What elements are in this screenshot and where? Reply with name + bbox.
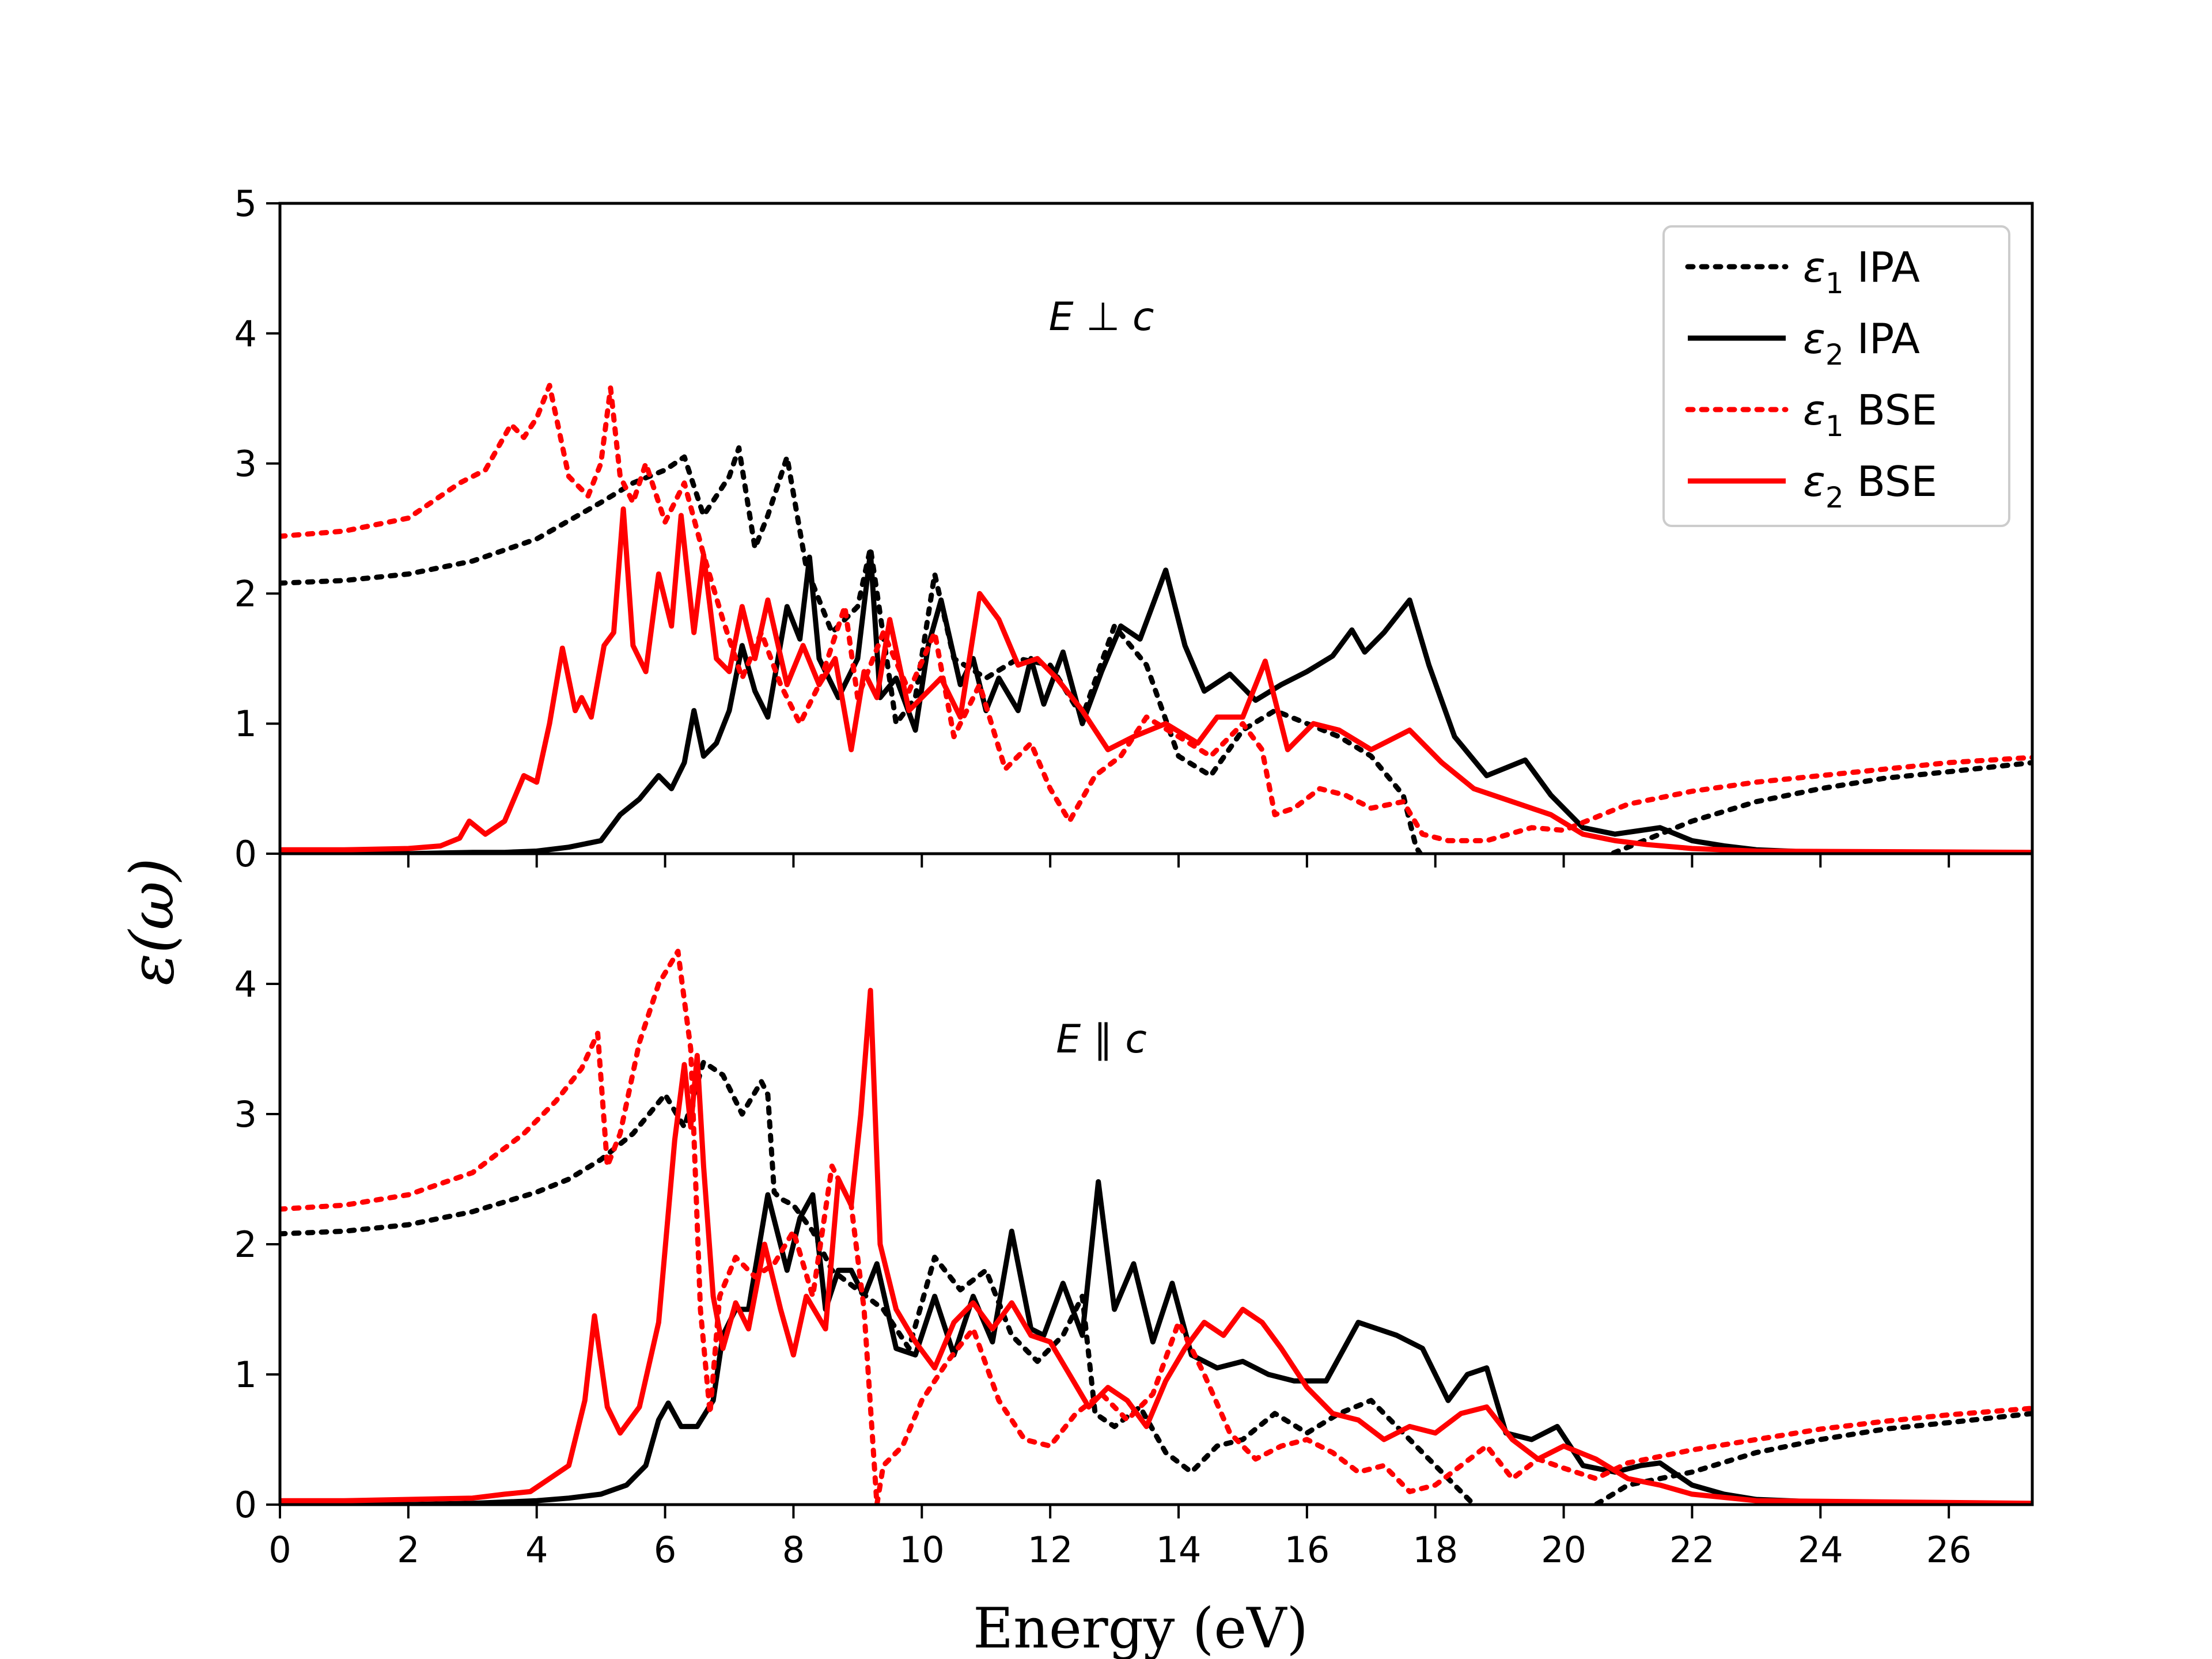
panel-annotation-top: E ⊥ c — [1049, 294, 1154, 340]
xtick-label: 2 — [397, 1529, 419, 1571]
xtick-label: 6 — [654, 1529, 676, 1571]
xtick-label: 20 — [1541, 1529, 1586, 1571]
xtick-label: 0 — [268, 1529, 291, 1571]
y-axis-label: ε(ω) — [117, 858, 187, 986]
xtick-label: 8 — [782, 1529, 805, 1571]
ytick-label: 2 — [234, 573, 257, 615]
legend-label: ε2 BSE — [1803, 457, 1937, 514]
legend: ε1 IPA ε2 IPA ε1 BSE ε2 BSE — [1662, 225, 2010, 527]
legend-label: ε1 BSE — [1803, 386, 1937, 443]
xtick-label: 16 — [1284, 1529, 1330, 1571]
ytick-label: 1 — [234, 703, 257, 745]
xtick-label: 18 — [1412, 1529, 1458, 1571]
xtick-label: 10 — [899, 1529, 945, 1571]
series-top-ε2-ipa — [280, 549, 2032, 854]
series-bottom-ε1-bse — [280, 949, 2032, 1505]
panel-annotation-bottom: E ∥ c — [1056, 1017, 1147, 1062]
series-top-ε2-bse — [280, 506, 2032, 854]
series-group-top — [280, 382, 2032, 854]
xtick-label: 12 — [1028, 1529, 1073, 1571]
ytick-label: 0 — [234, 1484, 257, 1526]
xtick-label: 4 — [525, 1529, 548, 1571]
ytick-label: 5 — [234, 183, 257, 225]
ytick-label: 0 — [234, 833, 257, 875]
series-bottom-ε2-bse — [280, 987, 2032, 1505]
panel-frame-bottom — [278, 852, 2034, 1506]
legend-label: ε1 IPA — [1803, 243, 1920, 300]
panel-top: 0 1 2 3 4 5 E ⊥ c — [234, 183, 2034, 875]
ytick-label: 4 — [234, 963, 257, 1005]
xtick-label: 24 — [1798, 1529, 1843, 1571]
xtick-label: 26 — [1926, 1529, 1972, 1571]
ytick-label: 4 — [234, 313, 257, 355]
ytick-label: 1 — [234, 1354, 257, 1396]
x-axis-label: Energy (eV) — [973, 1596, 1308, 1659]
xtick-label: 22 — [1669, 1529, 1715, 1571]
xtick-label: 14 — [1156, 1529, 1202, 1571]
ytick-label: 3 — [234, 443, 257, 485]
legend-label: ε2 IPA — [1803, 315, 1920, 372]
ytick-label: 3 — [234, 1093, 257, 1135]
series-group-bottom — [280, 949, 2032, 1505]
legend-box — [1662, 225, 2010, 527]
ytick-label: 2 — [234, 1224, 257, 1266]
series-top-ε1-bse — [280, 382, 2032, 843]
